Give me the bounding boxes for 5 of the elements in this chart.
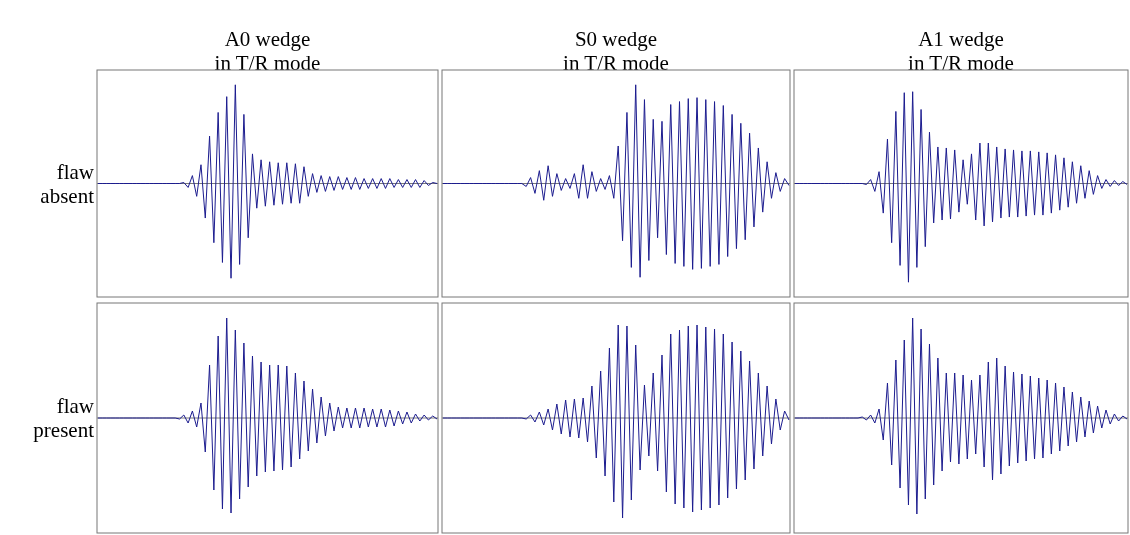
y-axis-title: flaw absent [40,159,95,208]
chart-title: A1 wedge in T/R mode [908,27,1014,75]
y-axis-title: flaw present [33,394,95,442]
chart-title: A0 wedge in T/R mode [214,27,321,75]
chart-title: S0 wedge in T/R mode [563,27,669,75]
